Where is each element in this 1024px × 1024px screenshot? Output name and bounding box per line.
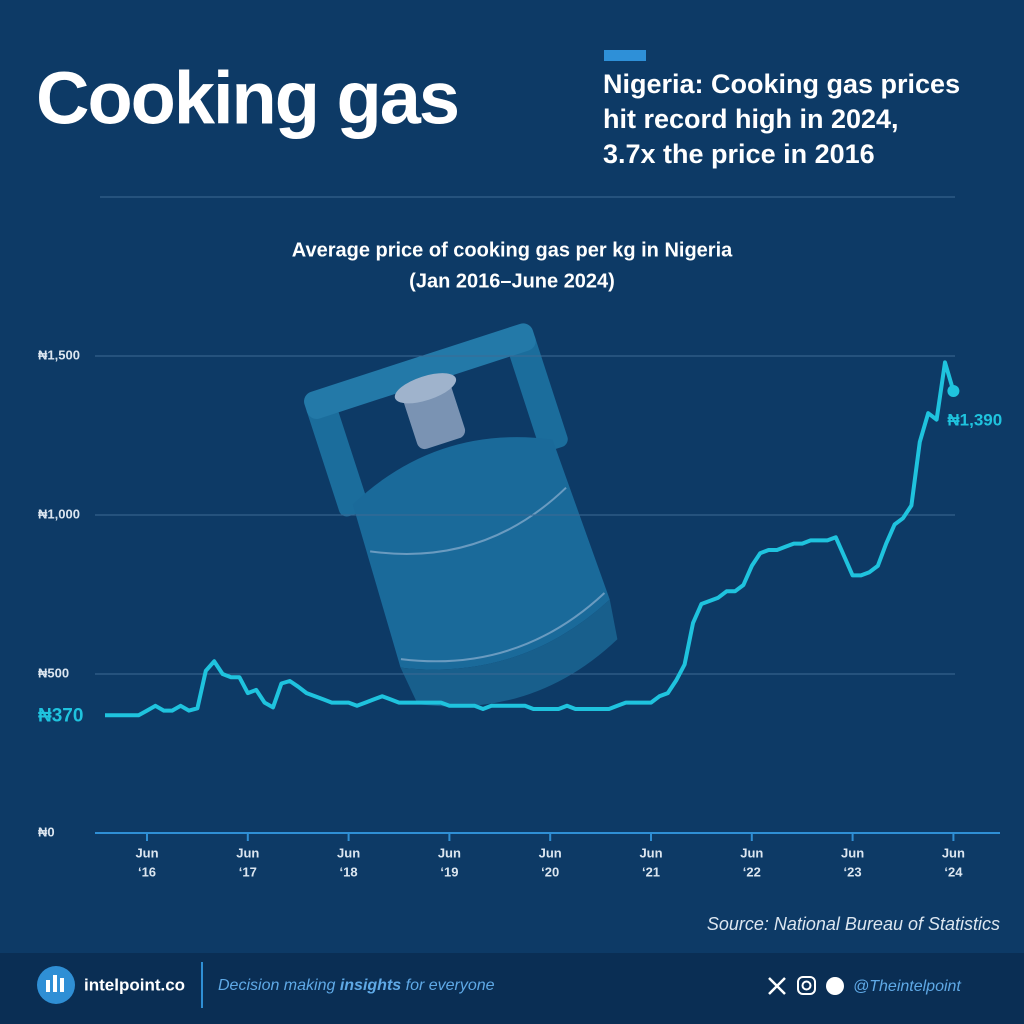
x-tick-label: Jun	[639, 845, 662, 860]
x-tick-label: ‘16	[138, 864, 156, 879]
source: Source: National Bureau of Statistics	[707, 914, 1000, 934]
x-tick-label: ‘20	[541, 864, 559, 879]
headline: hit record high in 2024,	[603, 104, 899, 134]
y-tick-label: ₦0	[38, 824, 55, 839]
y-tick-label: ₦1,500	[38, 347, 80, 362]
x-tick-label: ‘23	[844, 864, 862, 879]
chart-title: Average price of cooking gas per kg in N…	[292, 239, 733, 261]
gas-cylinder	[304, 323, 618, 707]
price-line	[105, 360, 956, 718]
x-tick-label: Jun	[942, 845, 965, 860]
y-tick-label: ₦1,000	[38, 506, 80, 521]
tagline: Decision making insights for everyone	[218, 977, 495, 994]
end-dot	[947, 384, 960, 397]
annotation: ₦370	[38, 705, 83, 726]
x-tick-label: Jun	[135, 845, 158, 860]
footer-bar	[0, 953, 1024, 1024]
x-tick-label: ‘24	[944, 864, 963, 879]
x-tick-label: ‘17	[239, 864, 257, 879]
social-handle: @Theintelpoint	[853, 978, 961, 995]
x-tick-label: ‘19	[440, 864, 458, 879]
accent-bar	[604, 50, 646, 61]
x-tick-label: ‘22	[743, 864, 761, 879]
tagline-part: insights	[340, 977, 401, 994]
chart-subtitle: (Jan 2016–June 2024)	[409, 270, 615, 292]
annotation: ₦1,390	[947, 410, 1002, 429]
y-tick-label: ₦500	[38, 665, 69, 680]
x-tick-label: Jun	[236, 845, 259, 860]
plot: ₦0 ₦500 ₦1,000 ₦1,500 Jun ‘16 Jun ‘17 Jun ‘18 Jun ‘…	[38, 347, 1002, 879]
x-tick-label: Jun	[438, 845, 461, 860]
page-title: Cooking gas	[36, 57, 458, 140]
brand-name: intelpoint.co	[84, 975, 185, 994]
tagline-part: for everyone	[401, 977, 494, 994]
x-tick-label: ‘18	[340, 864, 358, 879]
x-tick-label: Jun	[740, 845, 763, 860]
x-tick-label: ‘21	[642, 864, 660, 879]
x-tick-label: Jun	[841, 845, 864, 860]
headline: 3.7x the price in 2016	[603, 139, 875, 169]
x-tick-label: Jun	[539, 845, 562, 860]
x-tick-label: Jun	[337, 845, 360, 860]
social-icons	[768, 976, 844, 995]
tagline-part: Decision making	[218, 977, 340, 994]
headline: Nigeria: Cooking gas prices	[603, 69, 960, 99]
